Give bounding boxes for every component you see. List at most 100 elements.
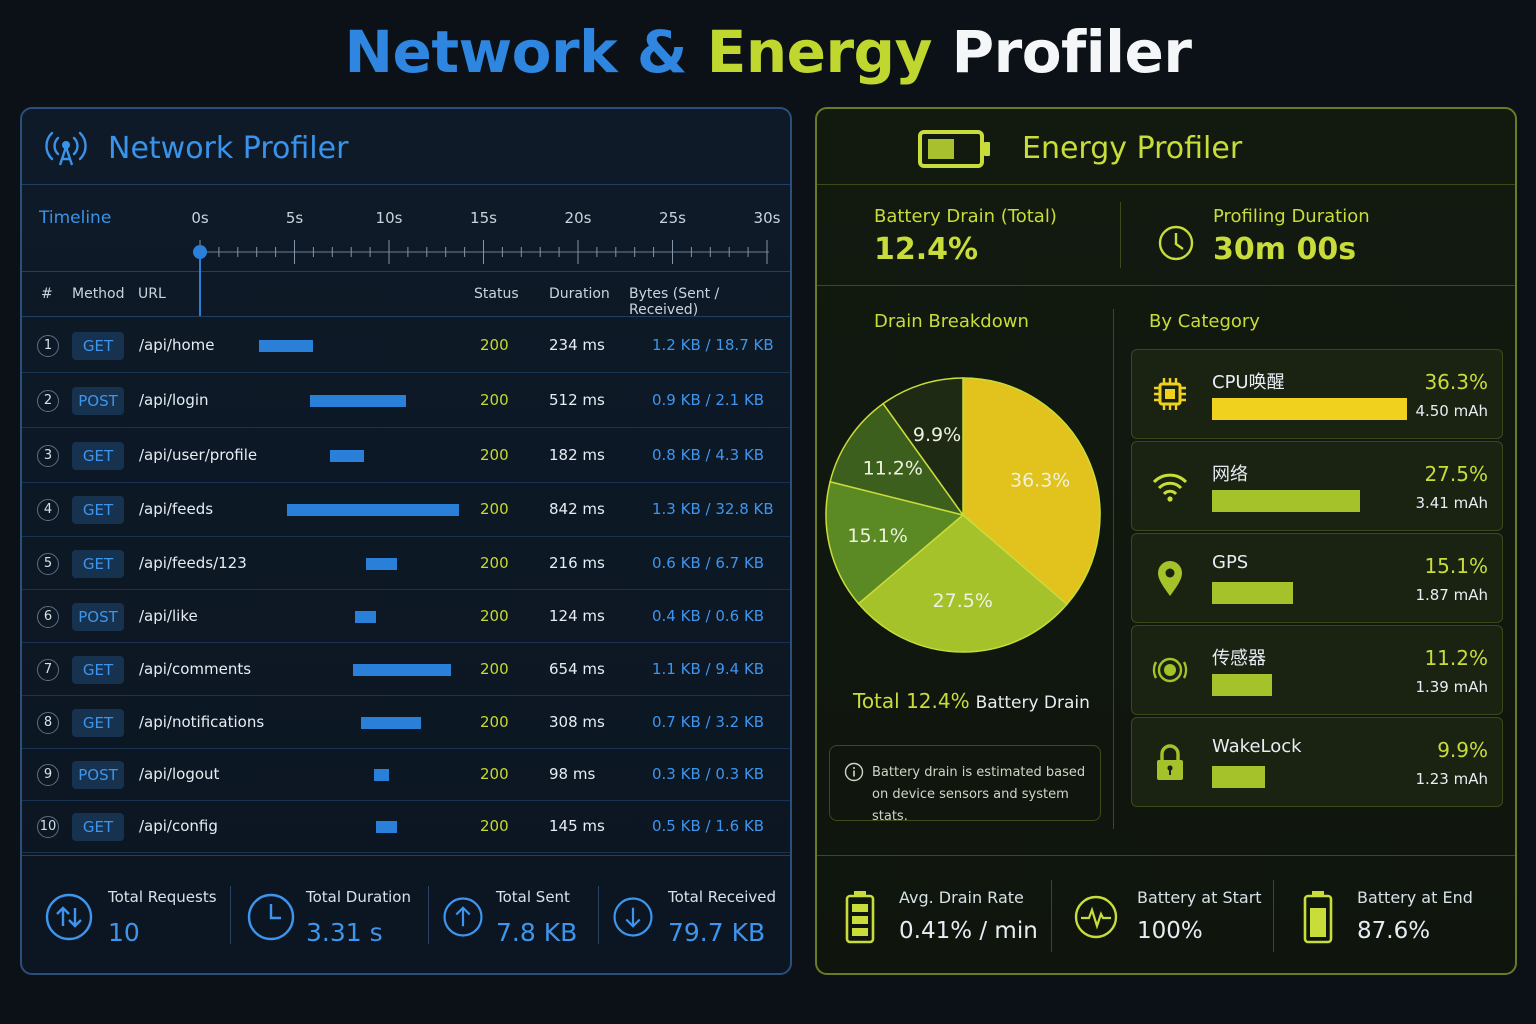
request-bytes: 1.2 KB / 18.7 KB (652, 335, 774, 354)
pie-slice[interactable] (857, 514, 1068, 653)
method-badge: GET (72, 655, 124, 684)
request-url[interactable]: /api/feeds (139, 500, 214, 518)
category-bar (1212, 582, 1293, 604)
status-code: 200 (480, 335, 509, 354)
method-badge: GET (72, 708, 124, 737)
stat-value: 87.6% (1357, 918, 1431, 944)
col-url: URL (138, 286, 166, 302)
pie-slice[interactable] (829, 402, 965, 517)
duration-label: Profiling Duration (1213, 206, 1370, 227)
status-code: 200 (480, 500, 509, 518)
category-bar (1212, 490, 1360, 512)
timing-bar[interactable] (330, 449, 365, 462)
stat-label: Total Duration (306, 888, 411, 906)
row-number: 5 (37, 552, 59, 575)
table-row[interactable]: 3 GET/api/user/profile 200 182 ms 0.8 KB / 4… (22, 428, 790, 483)
divider (1120, 202, 1121, 268)
title-energy: Energy (706, 18, 933, 86)
table-row[interactable]: 5 GET/api/feeds/123 200 216 ms 0.6 KB / 6.7 … (22, 537, 790, 590)
up-down-arrows-icon (45, 893, 93, 941)
table-row[interactable]: 10 GET/api/config 200 145 ms 0.5 KB / 1.6 KB (22, 801, 790, 853)
timeline-tick-label: 15s (470, 209, 497, 227)
request-url[interactable]: /api/logout (139, 765, 220, 783)
timeline-ruler (193, 240, 769, 264)
category-card[interactable]: 网络 27.5% 3.41 mAh (1131, 441, 1503, 531)
request-url[interactable]: /api/login (139, 390, 209, 409)
pie-total-label: Battery Drain (975, 693, 1090, 713)
stat-value: 10 (108, 918, 140, 947)
network-summary: Total Requests 10 Total Duration 3.31 s … (22, 855, 790, 973)
category-name: 网络 (1212, 464, 1248, 485)
request-duration: 124 ms (549, 606, 605, 625)
method-badge: GET (72, 441, 124, 470)
pie-slice[interactable] (962, 377, 1101, 606)
request-url[interactable]: /api/feeds/123 (139, 553, 247, 572)
table-row[interactable]: 9 POST/api/logout 200 98 ms 0.3 KB / 0.3 KB (22, 749, 790, 801)
timeline[interactable]: Timeline 0s 5s 10s 15s 20s 25s 30s (22, 186, 790, 272)
stat-battery-start: Battery at Start 100% (1073, 856, 1273, 973)
col-status: Status (474, 286, 519, 302)
request-url[interactable]: /api/comments (139, 659, 252, 678)
request-url[interactable]: /api/config (139, 817, 218, 835)
category-name: GPS (1212, 552, 1249, 573)
category-percent: 27.5% (1424, 462, 1488, 486)
method-badge: POST (72, 761, 124, 789)
pie-slice[interactable] (882, 377, 964, 518)
request-url[interactable]: /api/home (139, 335, 215, 354)
stat-value: 100% (1137, 918, 1203, 944)
method-badge: GET (72, 331, 124, 360)
category-bar (1212, 766, 1265, 788)
drain-label: Battery Drain (Total) (874, 206, 1057, 227)
timeline-playhead[interactable] (199, 257, 201, 317)
antenna-signal-icon (45, 131, 87, 166)
category-card[interactable]: 传感器 11.2% 1.39 mAh (1131, 625, 1503, 715)
stat-battery-end: Battery at End 87.6% (1303, 856, 1503, 973)
timing-bar[interactable] (360, 716, 422, 729)
pie-slice[interactable] (825, 480, 965, 605)
status-code: 200 (480, 606, 509, 625)
table-row[interactable]: 8 GET/api/notifications 200 308 ms 0.7 KB / … (22, 696, 790, 749)
category-name: WakeLock (1212, 736, 1302, 757)
pie-total-value: Total 12.4% (853, 689, 970, 713)
stat-value: 0.41% / min (899, 918, 1038, 944)
divider (1113, 309, 1114, 829)
divider (1051, 880, 1052, 952)
row-number: 4 (37, 499, 59, 521)
timing-bar[interactable] (366, 557, 397, 570)
method-badge: GET (72, 549, 124, 578)
timing-bar[interactable] (286, 504, 459, 516)
title-ampersand: & (636, 18, 688, 86)
category-card[interactable]: GPS 15.1% 1.87 mAh (1131, 533, 1503, 623)
stat-label: Battery at End (1357, 888, 1473, 907)
request-url[interactable]: /api/notifications (139, 712, 265, 731)
timeline-tick-label: 30s (753, 209, 781, 227)
table-row[interactable]: 7 GET/api/comments 200 654 ms 1.1 KB / 9.4 K… (22, 643, 790, 696)
category-card[interactable]: WakeLock 9.9% 1.23 mAh (1131, 717, 1503, 807)
timing-bar[interactable] (258, 339, 314, 352)
stat-value: 7.8 KB (496, 918, 578, 947)
request-url[interactable]: /api/like (139, 606, 198, 625)
timing-bar[interactable] (375, 821, 397, 833)
pie-slice-label: 27.5% (933, 590, 993, 612)
drain-value: 12.4% (874, 232, 979, 267)
timing-bar[interactable] (353, 663, 452, 676)
request-url[interactable]: /api/user/profile (139, 445, 258, 464)
request-bytes: 0.8 KB / 4.3 KB (652, 445, 765, 464)
category-mah: 3.41 mAh (1415, 494, 1488, 512)
table-row[interactable]: 2 POST/api/login 200 512 ms 0.9 KB / 2.1 KB (22, 373, 790, 428)
request-duration: 145 ms (549, 817, 605, 835)
timing-bar[interactable] (354, 610, 376, 623)
timing-bar[interactable] (373, 769, 389, 781)
timing-bar[interactable] (309, 394, 406, 407)
heartbeat-icon (1074, 895, 1118, 939)
request-duration: 98 ms (549, 765, 596, 783)
request-bytes: 0.5 KB / 1.6 KB (652, 817, 765, 835)
table-row[interactable]: 1 GET/api/home 200 234 ms 1.2 KB / 18.7 KB (22, 318, 790, 373)
pie-total: Total 12.4% Battery Drain (853, 689, 1090, 713)
table-row[interactable]: 4 GET/api/feeds 200 842 ms 1.3 KB / 32.8 KB (22, 483, 790, 537)
table-row[interactable]: 6 POST/api/like 200 124 ms 0.4 KB / 0.6 KB (22, 590, 790, 643)
category-card[interactable]: CPU唤醒 36.3% 4.50 mAh (1131, 349, 1503, 439)
sensor-icon (1152, 657, 1188, 683)
category-percent: 15.1% (1424, 554, 1488, 578)
table-header: # Method URL Status Duration Bytes (Sent… (22, 273, 790, 318)
